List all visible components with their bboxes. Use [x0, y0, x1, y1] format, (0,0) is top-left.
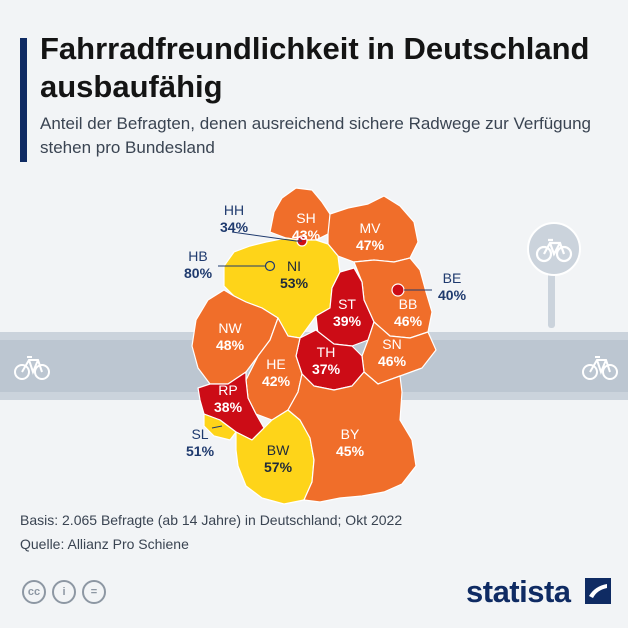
- region-label-rp: RP 38%: [214, 382, 243, 415]
- title-accent-bar: [20, 38, 27, 162]
- region-label-st: ST 39%: [333, 296, 362, 329]
- region-label-bw: BW 57%: [264, 442, 293, 475]
- bicycle-icon: [535, 238, 573, 263]
- region-label-nw: NW 48%: [216, 320, 245, 353]
- page-title: Fahrradfreundlichkeit in Deutschland aus…: [40, 31, 590, 104]
- bicycle-icon: [14, 356, 50, 380]
- region-label-by: BY 45%: [336, 426, 365, 459]
- statista-logo[interactable]: statista: [466, 574, 571, 609]
- region-label-hb: HB 80%: [184, 248, 213, 281]
- region-hb[interactable]: [264, 260, 276, 272]
- region-label-he: HE 42%: [262, 356, 291, 389]
- bike-path-sign: [527, 222, 581, 276]
- region-by[interactable]: [287, 371, 417, 503]
- bicycle-icon: [582, 356, 618, 380]
- cc-icon[interactable]: cc: [22, 580, 46, 604]
- statista-logo-icon: [585, 578, 611, 604]
- sign-post: [548, 270, 555, 328]
- region-label-sn: SN 46%: [378, 336, 407, 369]
- region-label-ni: NI 53%: [280, 258, 309, 291]
- basis-note: Basis: 2.065 Befragte (ab 14 Jahre) in D…: [20, 512, 403, 528]
- region-label-be: BE 40%: [438, 270, 467, 303]
- no-derivatives-icon[interactable]: =: [82, 580, 106, 604]
- region-label-hh: HH 34%: [220, 202, 249, 235]
- region-sl[interactable]: [203, 413, 237, 441]
- attribution-icon[interactable]: i: [52, 580, 76, 604]
- source-note: Quelle: Allianz Pro Schiene: [20, 536, 189, 552]
- region-label-th: TH 37%: [312, 344, 341, 377]
- region-label-sh: SH 43%: [292, 210, 321, 243]
- region-label-sl: SL 51%: [186, 426, 215, 459]
- region-label-bb: BB 46%: [394, 296, 423, 329]
- leader-line-sl: [211, 425, 223, 429]
- region-be[interactable]: [391, 283, 405, 297]
- leader-line-hh: [231, 231, 302, 242]
- license-icons: cc i =: [22, 580, 106, 604]
- region-label-mv: MV 47%: [356, 220, 385, 253]
- page-subtitle: Anteil der Befragten, denen ausreichend …: [40, 114, 591, 157]
